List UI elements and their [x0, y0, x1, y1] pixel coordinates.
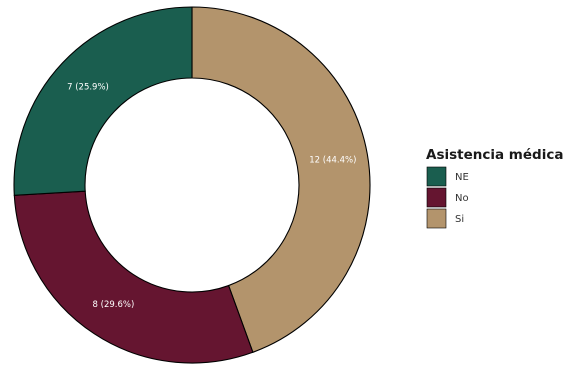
legend-key-ne: [426, 166, 447, 187]
slice-no: [13, 190, 254, 364]
legend-title: Asistencia médica: [426, 147, 563, 163]
legend-label-si: Si: [455, 214, 464, 225]
legend-label-ne: NE: [455, 172, 469, 183]
slice-label-no: 8 (29.6%): [93, 300, 135, 310]
slice-labels: 12 (44.4%) 8 (29.6%) 7 (25.9%): [67, 82, 356, 310]
slice-ne: [13, 6, 193, 196]
donut-slices: [13, 6, 371, 364]
legend-key-si: [426, 208, 447, 229]
legend-label-no: No: [455, 193, 469, 204]
slice-label-si: 12 (44.4%): [309, 156, 356, 166]
slice-label-ne: 7 (25.9%): [67, 82, 109, 92]
legend-key-no: [426, 187, 447, 208]
legend: Asistencia médica NE No Si: [426, 147, 563, 229]
legend-items: NE No Si: [426, 166, 469, 229]
slice-si: [191, 6, 371, 353]
